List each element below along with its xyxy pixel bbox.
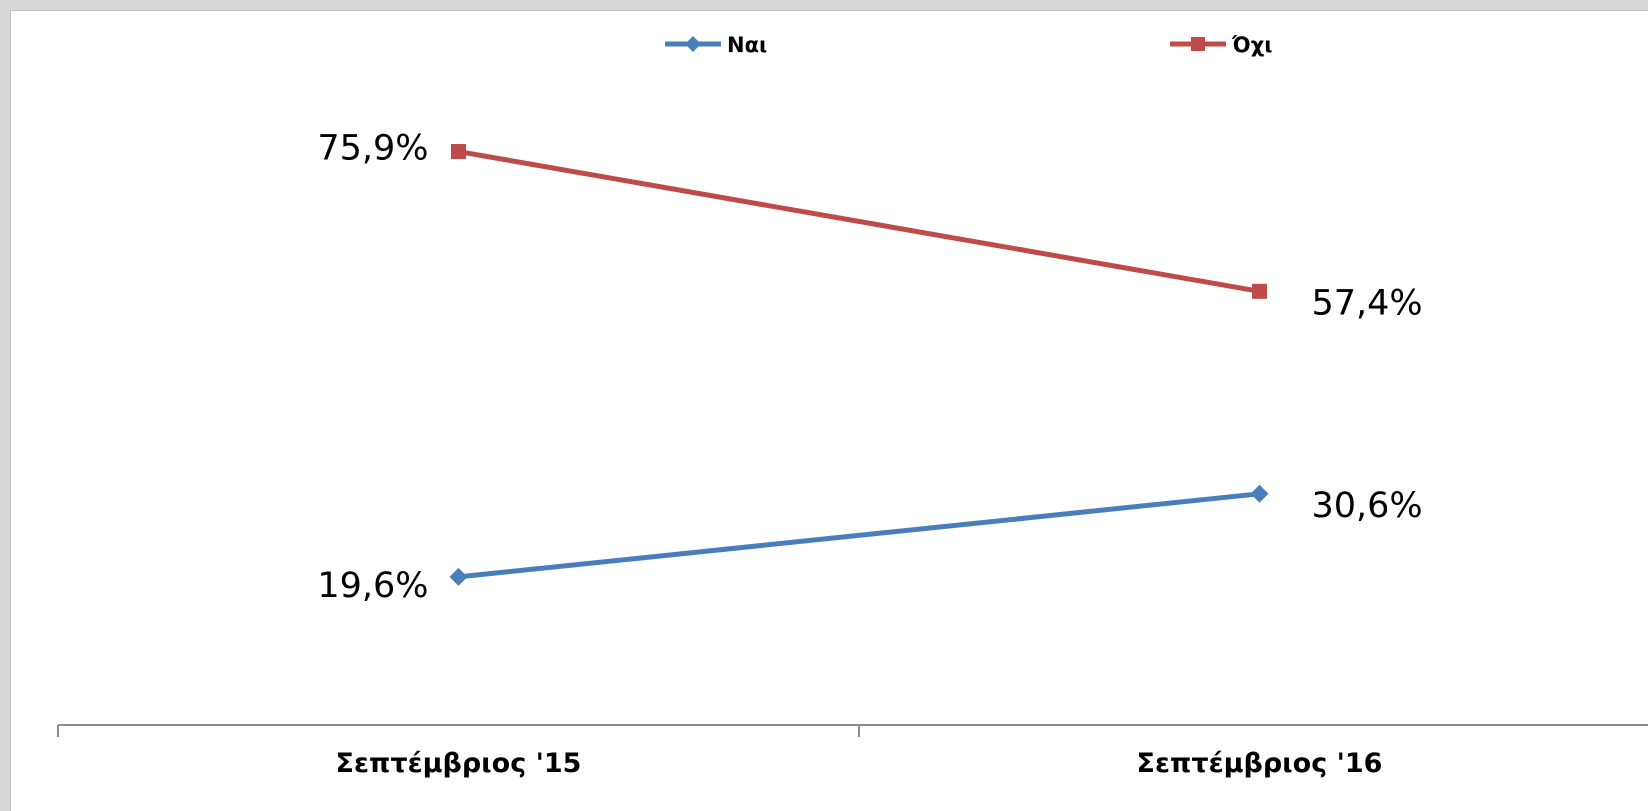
data-label: 30,6% — [1312, 486, 1423, 526]
data-point-marker — [1250, 484, 1269, 503]
chart-frame — [10, 10, 1648, 811]
legend-item-1: Όχι — [1170, 33, 1272, 57]
legend-item-0: Ναι — [665, 33, 767, 57]
x-tick-label: Σεπτέμβριος '16 — [1137, 748, 1383, 779]
axis-layer — [57, 724, 1648, 737]
label-layer: Σεπτέμβριος '15 Σεπτέμβριος '16 19,6% 30,6%… — [317, 129, 1422, 779]
series-layer — [449, 144, 1269, 586]
data-label: 19,6% — [317, 566, 428, 606]
legend-marker — [685, 36, 701, 52]
data-label: 57,4% — [1312, 283, 1423, 323]
legend-marker — [1191, 37, 1205, 51]
data-point-marker — [449, 567, 468, 586]
legend: Ναι Όχι — [665, 33, 1272, 57]
series-line-0 — [456, 491, 1262, 580]
series-line-1 — [456, 149, 1262, 294]
line-chart: Σεπτέμβριος '15 Σεπτέμβριος '16 19,6% 30,6%… — [57, 33, 1648, 779]
legend-label: Όχι — [1231, 33, 1272, 57]
x-tick-label: Σεπτέμβριος '15 — [336, 748, 582, 779]
data-label: 75,9% — [317, 129, 428, 169]
data-point-marker — [451, 144, 466, 160]
legend-label: Ναι — [727, 33, 767, 57]
data-point-marker — [1252, 283, 1267, 299]
